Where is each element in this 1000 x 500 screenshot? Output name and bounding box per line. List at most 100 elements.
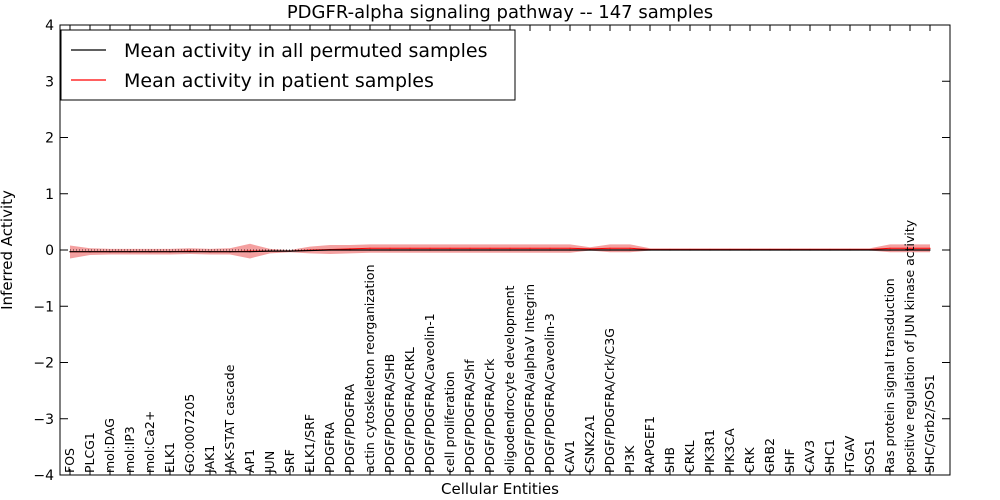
y-tick-label-7: 3 [45,74,54,90]
data-point-permuted-6 [189,251,191,253]
data-point-permuted-9 [249,251,251,253]
x-tick-label-20: PDGF/PDGFRA/Shf [462,359,477,473]
x-tick-label-6: GO:0007205 [182,394,197,473]
x-tick-label-21: PDGF/PDGFRA/Crk [482,358,497,473]
data-point-patient-14 [349,248,351,250]
x-tick-label-15: actin cytoskeleton reorganization [362,264,377,473]
x-axis-ticks: FOS PLCG1 mol:DAG mol:IP3 mol:Ca2+ ELK1 GO:000… [62,25,937,475]
data-point-permuted-7 [209,251,211,253]
data-point-patient-22 [509,247,511,249]
x-tick-label-37: CAV3 [802,440,817,473]
y-tick-label-5: 1 [45,187,54,203]
x-tick-label-39: ITGAV [842,435,857,473]
data-point-permuted-28 [629,249,631,251]
data-point-patient-27 [609,247,611,249]
x-tick-label-16: PDGF/PDGFRA/SHB [382,354,397,473]
x-tick-label-7: JAK1 [202,445,217,474]
data-point-permuted-0 [69,251,71,253]
patient-variance-band [70,243,930,259]
x-tick-label-27: PDGF/PDGFRA/Crk/C3G [602,328,617,473]
x-tick-label-10: JUN [262,451,277,474]
x-tick-label-17: PDGF/PDGFRA/CRKL [402,347,417,473]
x-tick-label-26: CSNK2A1 [582,414,597,473]
x-tick-label-33: PIK3CA [722,428,737,473]
y-tick-label-6: 2 [45,131,54,147]
data-point-patient-25 [569,247,571,249]
legend-box [60,29,516,101]
x-tick-label-14: PDGF/PDGFRA [342,384,357,473]
x-tick-label-22: oligodendrocyte development [502,285,517,473]
x-tick-label-23: PDGF/PDGFRA/alphaV Integrin [522,284,537,473]
data-point-permuted-8 [229,251,231,253]
x-tick-label-42: positive regulation of JUN kinase activi… [902,219,917,473]
data-point-patient-20 [469,247,471,249]
data-point-permuted-43 [929,249,931,251]
data-point-patient-41 [889,247,891,249]
y-tick-label-1: −3 [33,412,54,428]
data-point-permuted-16 [389,249,391,251]
x-tick-label-13: PDGFRA [322,422,337,473]
data-point-patient-43 [929,247,931,249]
x-tick-label-4: mol:Ca2+ [142,411,157,473]
data-point-patient-26 [589,248,591,250]
data-point-permuted-1 [89,251,91,253]
data-point-permuted-37 [809,249,811,251]
confidence-band-layer [70,243,930,259]
y-tick-label-3: −1 [33,299,54,315]
x-tick-label-35: GRB2 [762,438,777,473]
data-point-permuted-25 [569,249,571,251]
x-tick-label-34: CRK [742,447,757,473]
x-tick-label-1: PLCG1 [82,432,97,473]
x-tick-label-31: CRKL [682,440,697,473]
x-tick-label-3: mol:IP3 [122,426,137,473]
data-point-patient-15 [369,247,371,249]
data-point-permuted-34 [749,249,751,251]
data-point-patient-16 [389,247,391,249]
data-point-permuted-10 [269,250,271,252]
data-point-permuted-2 [109,251,111,253]
x-tick-label-12: ELK1/SRF [302,414,317,473]
y-tick-label-8: 4 [45,18,54,34]
data-point-permuted-3 [129,251,131,253]
x-tick-label-29: RAPGEF1 [642,416,657,473]
data-point-patient-23 [529,247,531,249]
data-point-permuted-4 [149,251,151,253]
x-tick-label-30: SHB [662,447,677,473]
data-point-patient-28 [629,247,631,249]
y-axis-ticks: −4 −3 −2 −1 0 1 2 3 4 [33,18,950,484]
data-point-permuted-19 [449,249,451,251]
data-point-permuted-31 [689,249,691,251]
x-tick-label-43: SHC/Grb2/SOS1 [922,374,937,473]
x-tick-label-9: AP1 [242,449,257,473]
x-tick-label-28: PI3K [622,445,637,473]
data-point-permuted-13 [329,249,331,251]
data-point-patient-19 [449,247,451,249]
x-tick-label-32: PIK3R1 [702,429,717,473]
chart-title: PDGFR-alpha signaling pathway -- 147 sam… [287,2,713,23]
x-tick-label-18: PDGF/PDGFRA/Caveolin-1 [422,313,437,473]
data-point-patient-42 [909,247,911,249]
x-tick-label-0: FOS [62,448,77,473]
data-point-patient-18 [429,247,431,249]
y-axis-label: Inferred Activity [0,190,16,310]
data-point-patient-24 [549,247,551,249]
x-tick-label-19: cell proliferation [442,371,457,473]
data-point-permuted-22 [509,249,511,251]
y-tick-label-2: −2 [33,356,54,372]
series-layer [69,247,931,253]
legend-label-permuted: Mean activity in all permuted samples [124,40,487,62]
x-tick-label-5: ELK1 [162,442,177,473]
data-point-permuted-11 [289,250,291,252]
x-tick-label-40: SOS1 [862,439,877,473]
x-tick-label-38: SHC1 [822,439,837,473]
x-tick-label-11: SRF [282,449,297,473]
x-tick-label-36: SHF [782,448,797,473]
x-tick-label-25: CAV1 [562,440,577,473]
x-tick-label-2: mol:DAG [102,418,117,473]
x-axis-label: Cellular Entities [441,480,559,498]
y-tick-label-0: −4 [33,468,54,484]
data-point-patient-21 [489,247,491,249]
data-point-permuted-5 [169,251,171,253]
legend-label-patient: Mean activity in patient samples [124,70,434,92]
